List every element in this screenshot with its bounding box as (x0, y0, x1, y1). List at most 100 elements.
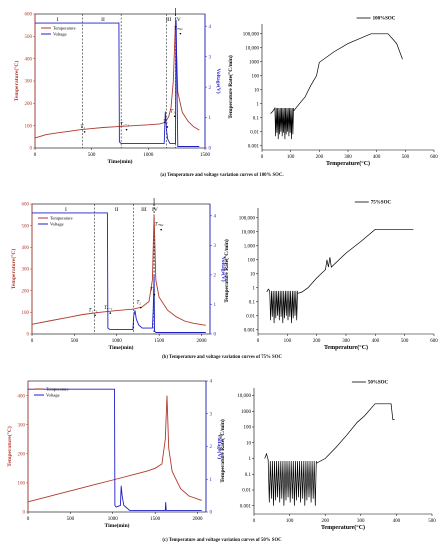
b_left-ytick-label: 0 (27, 333, 30, 338)
a_left-ytick-label: 300 (25, 80, 33, 85)
b_left-ytick-label: 400 (22, 246, 30, 251)
b_right-xtick-label: 0 (257, 339, 260, 344)
a_left-series-temperature (34, 20, 200, 139)
a_right-ytick-label: 0.1 (253, 116, 260, 121)
c_left-panel (26, 380, 208, 514)
c_left-ylabel-left: Temperature(°C) (6, 426, 13, 467)
a_left-stage-label: III (166, 17, 172, 23)
a_left-annotation: Tₘₐₓ (174, 27, 183, 32)
c_left-frame (27, 380, 207, 513)
c_left-ytick-label: 0 (23, 511, 26, 516)
c_left-ytick-label: 300 (18, 423, 26, 428)
b_left-y2tick-label: 3 (214, 244, 217, 249)
b_left-xtick-label: 0 (31, 339, 34, 344)
b_left-annotation-dot (109, 312, 112, 314)
b_right-panel (256, 201, 435, 336)
c_right-ytick-label: 0.1 (245, 473, 252, 478)
b_left-ytick-label: 500 (22, 224, 30, 229)
b_left-xtick-label: 1000 (112, 339, 123, 344)
b_left-annotation: Tᵣ₋₁ (104, 306, 113, 311)
a_right-xtick-label: 600 (430, 155, 438, 160)
b_left-legend-label: Temperature (50, 216, 73, 221)
a_left-annotation-dot (166, 126, 169, 128)
c_left-ytick-label: 100 (18, 482, 26, 487)
a_right-ytick-label: 1 (257, 102, 260, 107)
c_left-y2tick-label: 4 (210, 380, 213, 385)
b_right-xtick-label: 300 (342, 339, 350, 344)
a_right-xtick-label: 0 (261, 155, 264, 160)
b_right-xtick-label: 100 (284, 339, 292, 344)
c_left-y2tick-label: 2 (210, 445, 213, 450)
b_left-series-voltage (32, 212, 206, 333)
b_left-ylabel-right: Voltage(V) (220, 256, 227, 281)
a_left-ytick-label: 200 (25, 102, 33, 107)
a_right-panel (260, 17, 435, 152)
a_left-annotation-dot (83, 131, 86, 133)
a_left-xlabel: Time(min) (108, 158, 133, 165)
b_left-annotation: T₁₋₁ (89, 308, 98, 313)
c_left-series-voltage (28, 388, 202, 511)
b_left-legend-label: Voltage (50, 222, 64, 227)
c_right-ylabel: Temperature Rate(°C/min) (219, 419, 226, 483)
a_right-ytick-label: 0.001 (248, 144, 260, 149)
b_left-ylabel-left: Temperature(°C) (10, 249, 17, 290)
b_left-stage-label: III (141, 207, 147, 213)
b_right-ytick-label: 0.1 (249, 300, 256, 305)
c_left-y2tick-label: 3 (210, 412, 213, 417)
c_right-ytick-label: 1000 (241, 410, 252, 415)
b_left-y2tick-label: 0 (214, 333, 217, 338)
a_left-xtick-label: 1500 (200, 153, 211, 158)
a_right-ylabel: Temperature Rate(°C/min) (227, 55, 234, 119)
a_left-legend-label: Temperature (53, 26, 76, 31)
b_left-ytick-label: 100 (22, 311, 30, 316)
c_left-xtick-label: 500 (67, 517, 75, 522)
a_left-ylabel-right: Voltage(V) (215, 68, 222, 93)
b_right-xtick-label: 600 (430, 339, 438, 344)
c_right-ytick-label: 0.01 (242, 489, 251, 494)
a_right-xtick-label: 200 (316, 155, 324, 160)
a_right-xtick-label: 400 (373, 155, 381, 160)
b_right-ytick-label: 0.01 (246, 314, 255, 319)
b_right-xtick-label: 500 (401, 339, 409, 344)
a_left-annotation: T₃ (170, 109, 175, 114)
a_left-ytick-label: 100 (25, 124, 33, 129)
a_left-stage-label: II (101, 17, 105, 23)
a_left-annotation: T₁₋₁ (120, 123, 129, 128)
c_left-ylabel-right: Voltage(V) (216, 434, 223, 459)
b_right-xtick-label: 400 (372, 339, 380, 344)
a_right-xtick-label: 300 (344, 155, 352, 160)
caption-b: (b) Temperature and voltage variation cu… (162, 355, 282, 360)
b_right-xlabel: Temperature(°C) (324, 344, 368, 351)
b_left-series-temperature (31, 214, 206, 326)
b_left-annotation-dot (160, 228, 162, 231)
a_right-xtick-label: 500 (402, 155, 410, 160)
a_left-stage-label: I (57, 17, 59, 23)
a_right-ytick-label: 10 (254, 88, 260, 93)
b_left-annotation: T₂ (137, 301, 142, 306)
b_right-ytick-label: 1,000 (244, 244, 256, 249)
a_left-xtick-label: 500 (88, 153, 96, 158)
b_left-xtick-label: 2000 (197, 339, 208, 344)
c_left-xtick-label: 1000 (108, 517, 119, 522)
c_right-legend-label: 50%SOC (368, 381, 389, 386)
a_right-ytick-label: 0.01 (250, 130, 259, 135)
c_left-xtick-label: 1500 (150, 517, 161, 522)
c_left-ytick-label: 200 (18, 452, 26, 457)
a_right-ytick-label: 100 (252, 74, 260, 79)
b_left-stage-label: II (115, 207, 119, 213)
c_right-series-rate (264, 403, 395, 506)
b_right-ytick-label: 0.001 (244, 328, 256, 333)
b_left-annotation: T₃ (150, 288, 155, 293)
a_left-ytick-label: 0 (30, 147, 33, 152)
c_right-ytick-label: 10,000 (237, 394, 251, 399)
a_left-ytick-label: 500 (25, 35, 33, 40)
b_left-annotation-dot (140, 306, 142, 309)
c_left-xlabel: Time(min) (105, 522, 130, 529)
c_right-xtick-label: 400 (393, 519, 401, 524)
c_left-series-temperature (27, 395, 202, 503)
a_left-stage-label: IV (175, 17, 181, 23)
c_left-xtick-label: 0 (27, 517, 30, 522)
c_right-xtick-label: 500 (428, 519, 436, 524)
c_left-ytick-label: 400 (18, 394, 26, 399)
